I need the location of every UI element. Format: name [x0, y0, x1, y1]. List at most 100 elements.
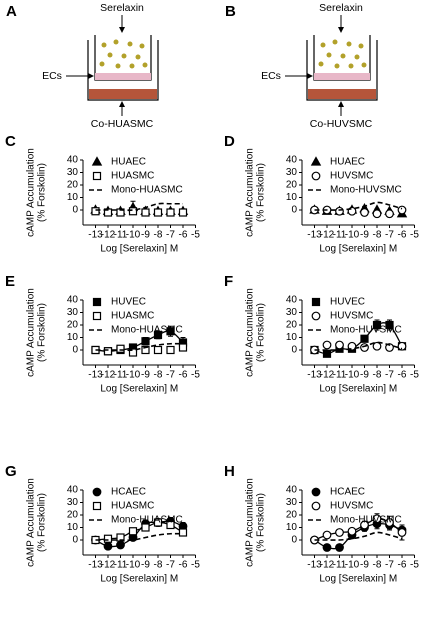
y-axis-label: (% Forskolin) — [256, 493, 267, 552]
y-tick-label: 30 — [67, 497, 79, 508]
legend-label: Mono-HUASMC — [111, 185, 183, 196]
marker — [360, 520, 369, 530]
x-tick-label: -12 — [320, 230, 335, 241]
marker — [166, 345, 175, 355]
fit-line — [314, 201, 403, 211]
panel-letter: G — [5, 463, 17, 480]
y-tick-label: 0 — [291, 345, 297, 356]
legend-label: HUASMC — [111, 501, 154, 512]
x-tick-label: -13 — [88, 370, 103, 381]
x-tick-label: -13 — [307, 370, 322, 381]
panel-letter: F — [224, 273, 233, 290]
marker — [153, 345, 163, 355]
x-tick-label: -7 — [166, 230, 175, 241]
x-tick-label: -8 — [154, 560, 163, 571]
x-tick-label: -8 — [154, 230, 163, 241]
y-tick-label: 10 — [286, 192, 298, 203]
legend-marker — [311, 487, 321, 497]
x-tick-label: -13 — [307, 230, 322, 241]
x-tick-label: -9 — [141, 370, 150, 381]
y-tick-label: 10 — [286, 332, 298, 343]
marker — [385, 320, 394, 330]
marker — [153, 330, 163, 340]
x-tick-label: -7 — [166, 560, 175, 571]
marker — [372, 209, 382, 219]
y-axis-label: (% Forskolin) — [37, 303, 48, 362]
marker — [347, 526, 357, 536]
y-axis-label: cAMP Accumulation — [245, 148, 256, 237]
legend-label: HUVSMC — [330, 311, 373, 322]
y-tick-label: 30 — [286, 497, 298, 508]
marker — [372, 514, 382, 524]
x-tick-label: -6 — [398, 560, 407, 571]
legend-marker — [310, 156, 322, 166]
legend-label: Mono-HUVSMC — [330, 185, 402, 196]
smc-layer — [89, 89, 157, 99]
y-tick-label: 0 — [291, 535, 297, 546]
marker — [385, 343, 394, 352]
y-tick-label: 40 — [67, 295, 79, 306]
marker — [141, 523, 150, 532]
x-tick-label: -12 — [101, 370, 116, 381]
y-tick-label: 30 — [67, 307, 79, 318]
x-tick-label: -12 — [320, 370, 335, 381]
x-tick-label: -6 — [179, 230, 188, 241]
legend-label: HUVSMC — [330, 171, 373, 182]
membrane — [314, 73, 370, 80]
legend-marker — [92, 487, 102, 497]
y-axis-label: cAMP Accumulation — [245, 478, 256, 567]
fit-line — [314, 341, 403, 351]
x-tick-label: -7 — [385, 560, 394, 571]
panel-letter: H — [224, 463, 235, 480]
x-tick-label: -5 — [410, 230, 419, 241]
legend-label: Mono-HUASMC — [111, 515, 183, 526]
x-tick-label: -11 — [114, 560, 128, 571]
x-tick-label: -11 — [114, 230, 128, 241]
x-tick-label: -12 — [101, 230, 116, 241]
dish — [306, 40, 378, 101]
marker — [128, 527, 138, 536]
y-tick-label: 20 — [286, 320, 298, 331]
legend-label: HUASMC — [111, 311, 154, 322]
marker — [385, 518, 394, 527]
panel-letter: D — [224, 133, 235, 150]
marker — [153, 518, 163, 527]
marker — [103, 347, 113, 356]
marker — [322, 349, 332, 358]
x-axis-label: Log [Serelaxin] M — [100, 384, 178, 395]
x-tick-label: -13 — [88, 560, 103, 571]
dish — [87, 40, 159, 101]
x-tick-label: -8 — [373, 370, 382, 381]
panel-letter: C — [5, 133, 16, 150]
x-tick-label: -11 — [333, 370, 347, 381]
legend-marker — [92, 171, 102, 181]
marker — [335, 528, 344, 537]
legend-label: HUASMC — [111, 171, 154, 182]
marker — [91, 207, 100, 216]
y-tick-label: 40 — [286, 485, 298, 496]
y-tick-label: 30 — [286, 307, 298, 318]
x-axis-label: Log [Serelaxin] M — [100, 244, 178, 255]
legend-marker — [311, 501, 321, 511]
marker — [116, 540, 125, 550]
legend-marker — [92, 297, 102, 307]
x-tick-label: -9 — [141, 230, 150, 241]
marker — [347, 341, 357, 351]
marker — [322, 530, 332, 540]
x-tick-label: -9 — [360, 370, 369, 381]
x-tick-label: -11 — [333, 230, 347, 241]
marker — [397, 205, 407, 215]
y-tick-label: 40 — [67, 485, 79, 496]
marker — [128, 348, 138, 357]
x-tick-label: -8 — [373, 230, 382, 241]
x-tick-label: -6 — [179, 560, 188, 571]
x-tick-label: -6 — [179, 370, 188, 381]
y-tick-label: 20 — [67, 510, 79, 521]
marker — [116, 344, 125, 353]
marker — [103, 534, 113, 543]
x-tick-label: -7 — [385, 230, 394, 241]
legend-label: Mono-HUVSMC — [330, 325, 402, 336]
